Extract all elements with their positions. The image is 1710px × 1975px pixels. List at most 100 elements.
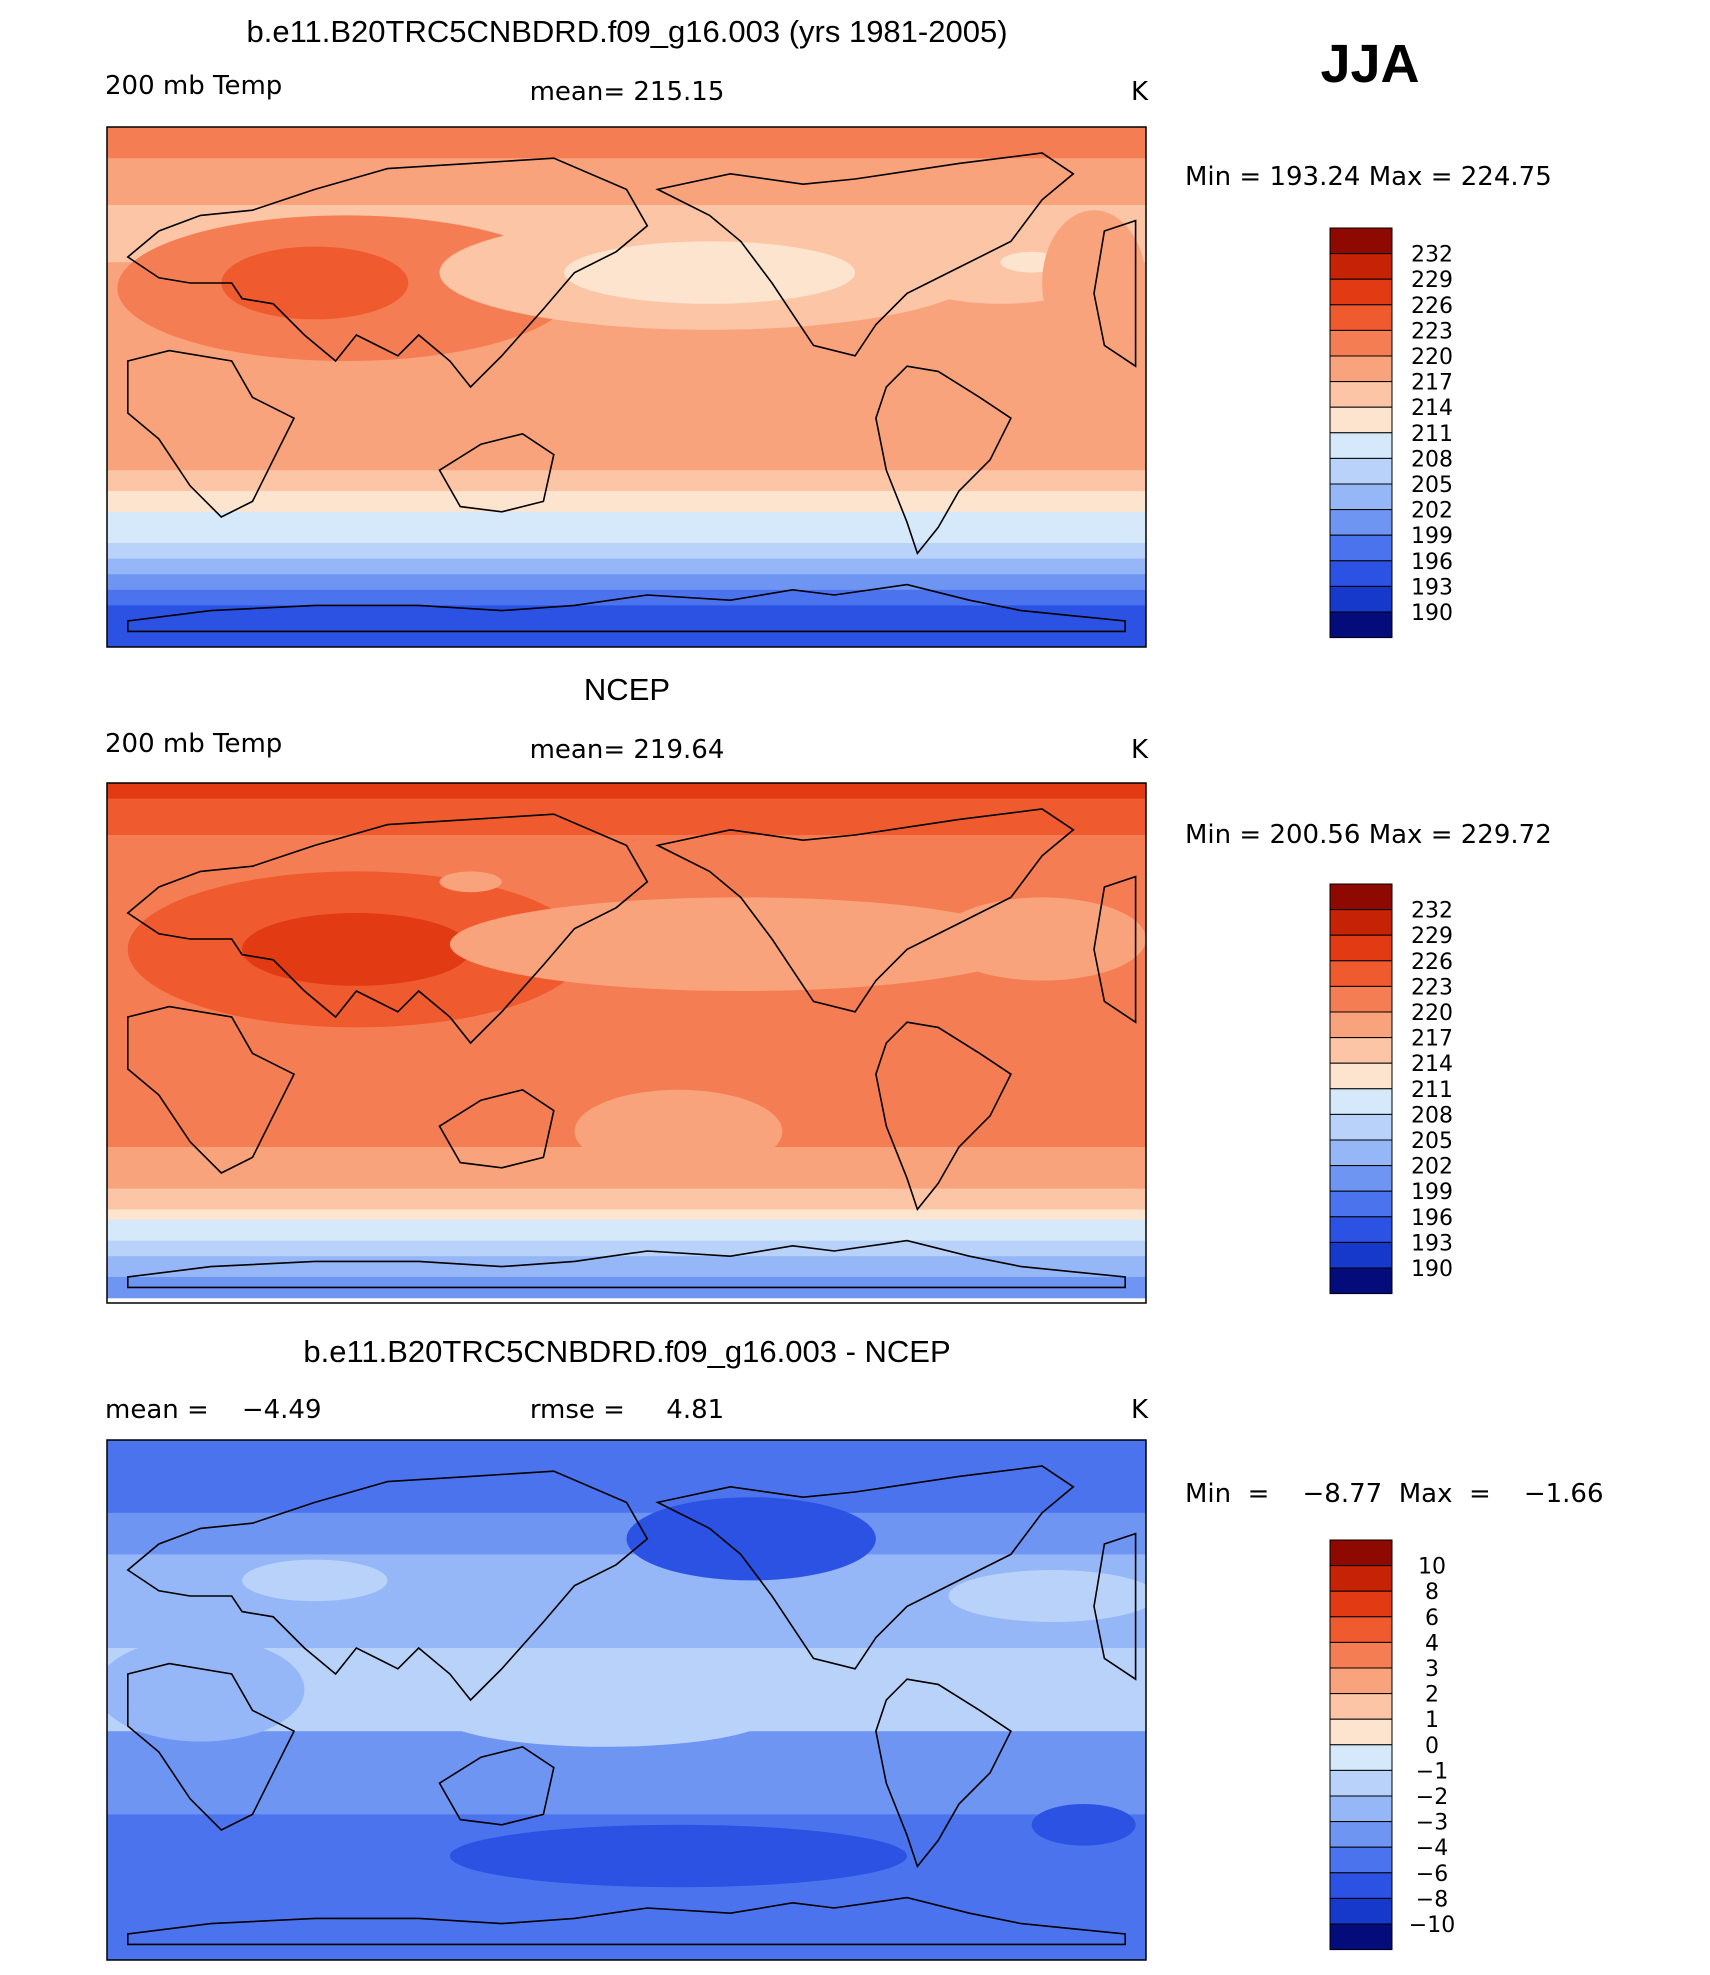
variable-label: 200 mb Temp [105, 729, 282, 759]
colorbar-box [1329, 1565, 1393, 1592]
colorbar-box [1329, 1718, 1393, 1746]
minmax-label: Min = 193.24 Max = 224.75 [1185, 162, 1552, 192]
colorbar-box [1329, 560, 1393, 587]
map-ncep [106, 782, 1147, 1304]
colorbar-tick-label: 217 [1411, 371, 1453, 396]
coastline [126, 157, 649, 389]
season-label: JJA [1320, 34, 1419, 94]
coastline [438, 1088, 555, 1169]
colorbar-tick-label: 6 [1425, 1606, 1439, 1631]
colorbar-tick-label: 0 [1425, 1734, 1439, 1759]
contour-band [107, 798, 1146, 836]
units-label: K [1131, 77, 1149, 107]
colorbar-box [1329, 1216, 1393, 1243]
colorbar-tick-label: 226 [1411, 294, 1453, 319]
colorbar-box [1329, 934, 1393, 962]
colorbar-tick-label: 202 [1411, 1155, 1453, 1180]
colorbar-box [1329, 1062, 1393, 1090]
colorbar-tick-label: −2 [1416, 1785, 1448, 1810]
contour-band [107, 1256, 1146, 1278]
colorbar-box [1329, 1795, 1393, 1823]
colorbar-box [1329, 483, 1393, 511]
colorbar-tick-label: −10 [1409, 1913, 1455, 1938]
coastline [127, 1662, 296, 1831]
contour-band [107, 543, 1146, 560]
coastline [1093, 1532, 1137, 1681]
colorbar-box [1329, 304, 1393, 331]
colorbar-tick-label: 223 [1411, 319, 1453, 344]
contour-band [107, 511, 1146, 544]
coastline [655, 1465, 1075, 1670]
colorbar-tick-label: 199 [1411, 524, 1453, 549]
contour-region [1042, 210, 1146, 356]
colorbar-box [1329, 1590, 1393, 1618]
coastline [655, 808, 1075, 1013]
units-label: K [1131, 1395, 1149, 1425]
coastline [127, 1239, 1126, 1289]
coastline [127, 1005, 296, 1174]
coastline [438, 432, 555, 513]
colorbar-tick-label: 229 [1411, 268, 1453, 293]
contour-region [221, 246, 409, 320]
colorbar-box [1329, 909, 1393, 936]
contour-band [107, 1440, 1146, 1514]
coastline [1093, 219, 1137, 368]
colorbar-tick-label: 211 [1411, 422, 1453, 447]
contour-band [107, 491, 1146, 513]
colorbar-tick-label: 232 [1411, 899, 1453, 924]
colorbar-tick-label: 193 [1411, 575, 1453, 600]
colorbar-box [1329, 432, 1393, 459]
colorbar-tick-label: 205 [1411, 1129, 1453, 1154]
colorbar-tick-label: 199 [1411, 1180, 1453, 1205]
contour-band [107, 1188, 1146, 1210]
contour-band [107, 1219, 1146, 1242]
minmax-label: Min = 200.56 Max = 229.72 [1185, 820, 1552, 850]
contour-region [564, 241, 856, 304]
colorbar-tick-label: 8 [1425, 1580, 1439, 1605]
map-frame [106, 126, 1147, 648]
coastline [126, 1470, 649, 1702]
colorbar-box [1329, 1165, 1393, 1192]
contour-band [107, 470, 1146, 492]
colorbar-tick-label: 196 [1411, 550, 1453, 575]
map-difference [106, 1439, 1147, 1961]
colorbar-tick-label: 10 [1418, 1555, 1446, 1580]
panel-title: NCEP [584, 672, 670, 707]
contour-region [574, 1089, 783, 1173]
contour-region [449, 897, 1032, 991]
colorbar-tick-label: −4 [1416, 1836, 1448, 1861]
coastline [127, 1896, 1126, 1946]
contour-band [107, 605, 1146, 647]
colorbar-model: 2322292262232202172142112082052021991961… [1329, 227, 1453, 639]
colorbar-box [1329, 1088, 1393, 1115]
contour-region [242, 1559, 388, 1602]
colorbar-box [1329, 329, 1393, 357]
colorbar-tick-label: 214 [1411, 396, 1453, 421]
colorbar-box [1329, 406, 1393, 434]
contour-region [107, 1637, 305, 1742]
colorbar-box [1329, 960, 1393, 987]
panel-difference: b.e11.B20TRC5CNBDRD.f09_g16.003 - NCEP m… [105, 1334, 1604, 1961]
coastline [1093, 875, 1137, 1024]
colorbar-box [1329, 1011, 1393, 1039]
colorbar-box [1329, 1846, 1393, 1874]
colorbar-box [1329, 1769, 1393, 1797]
colorbar-tick-label: −3 [1416, 1811, 1448, 1836]
colorbar-box [1329, 1667, 1393, 1695]
contour-region [948, 1570, 1146, 1622]
coastline [126, 813, 649, 1045]
colorbar-tick-label: 208 [1411, 1103, 1453, 1128]
rmse-label: rmse = 4.81 [530, 1395, 724, 1425]
coastline [875, 1678, 1012, 1869]
colorbar-box [1329, 1693, 1393, 1720]
minmax-label: Min = −8.77 Max = −1.66 [1185, 1479, 1604, 1509]
contour-band [107, 1209, 1146, 1221]
colorbar-box [1329, 534, 1393, 562]
colorbar-box [1329, 1190, 1393, 1218]
colorbar-tick-label: 4 [1425, 1631, 1439, 1656]
contour-band [107, 158, 1146, 206]
map-model [106, 126, 1147, 648]
mean-label: mean = −4.49 [105, 1395, 322, 1425]
contour-region [439, 871, 502, 893]
units-label: K [1131, 735, 1149, 765]
